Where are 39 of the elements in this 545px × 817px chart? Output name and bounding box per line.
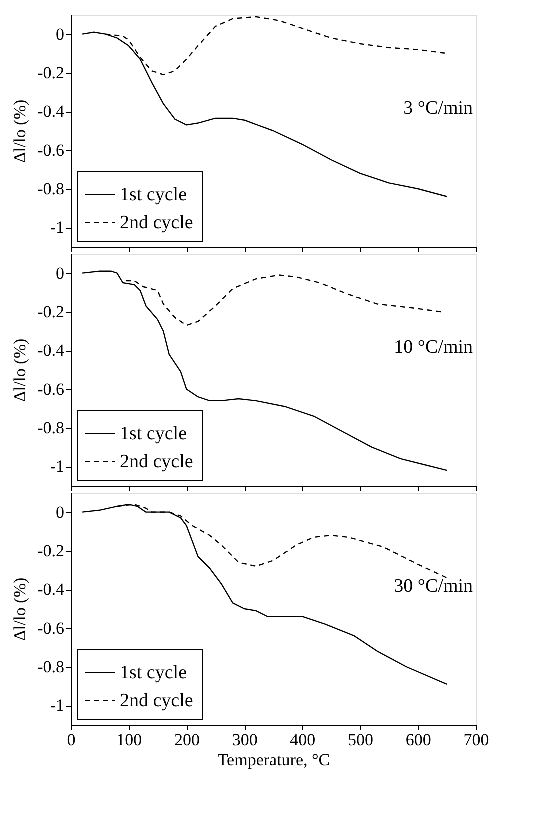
y-tick-label: -0.4	[38, 102, 65, 122]
y-tick-label: -0.8	[38, 658, 64, 676]
legend-label: 2nd cycle	[120, 452, 194, 472]
x-axis-title: Temperature, °C	[218, 750, 330, 770]
y-tick-label: -0.2	[38, 542, 64, 560]
y-tick-label: -0.6	[38, 140, 64, 160]
legend-label: 2nd cycle	[120, 690, 194, 712]
legend-label: 2nd cycle	[120, 212, 194, 234]
legend-label: 1st cycle	[120, 184, 188, 206]
y-tick-label: -0.4	[38, 341, 65, 360]
x-tick-label: 300	[232, 730, 258, 750]
y-tick-label: 0	[56, 24, 64, 44]
legend-label: 1st cycle	[120, 662, 188, 684]
y-tick-label: -0.8	[38, 418, 64, 438]
line-series	[125, 274, 442, 326]
y-tick-label: 0	[56, 502, 64, 522]
y-tick-label: -1	[50, 218, 64, 238]
y-tick-label: -0.8	[38, 180, 64, 198]
x-tick-label: 600	[406, 730, 432, 750]
y-tick-label: -0.2	[38, 64, 64, 82]
annotation: 10 °C/min	[394, 336, 474, 358]
annotation: 30 °C/min	[394, 576, 474, 597]
x-tick-label: 200	[174, 730, 200, 750]
y-axis-title: Δl/lo (%)	[10, 578, 30, 642]
x-tick-label: 100	[116, 730, 142, 750]
legend-label: 1st cycle	[120, 424, 188, 444]
y-tick-label: -0.2	[38, 302, 64, 322]
y-tick-label: -1	[50, 696, 64, 716]
y-tick-label: 0	[56, 264, 64, 283]
y-tick-label: -0.6	[38, 380, 64, 399]
x-tick-label: 700	[464, 730, 490, 750]
y-tick-label: -1	[50, 457, 64, 476]
y-tick-label: -0.4	[38, 580, 65, 600]
annotation: 3 °C/min	[404, 98, 474, 119]
y-axis-title: Δl/lo (%)	[10, 100, 30, 164]
y-axis-title: Δl/lo (%)	[10, 338, 30, 402]
y-tick-label: -0.6	[38, 618, 64, 638]
x-tick-label: 400	[290, 730, 316, 750]
x-tick-label: 500	[348, 730, 374, 750]
